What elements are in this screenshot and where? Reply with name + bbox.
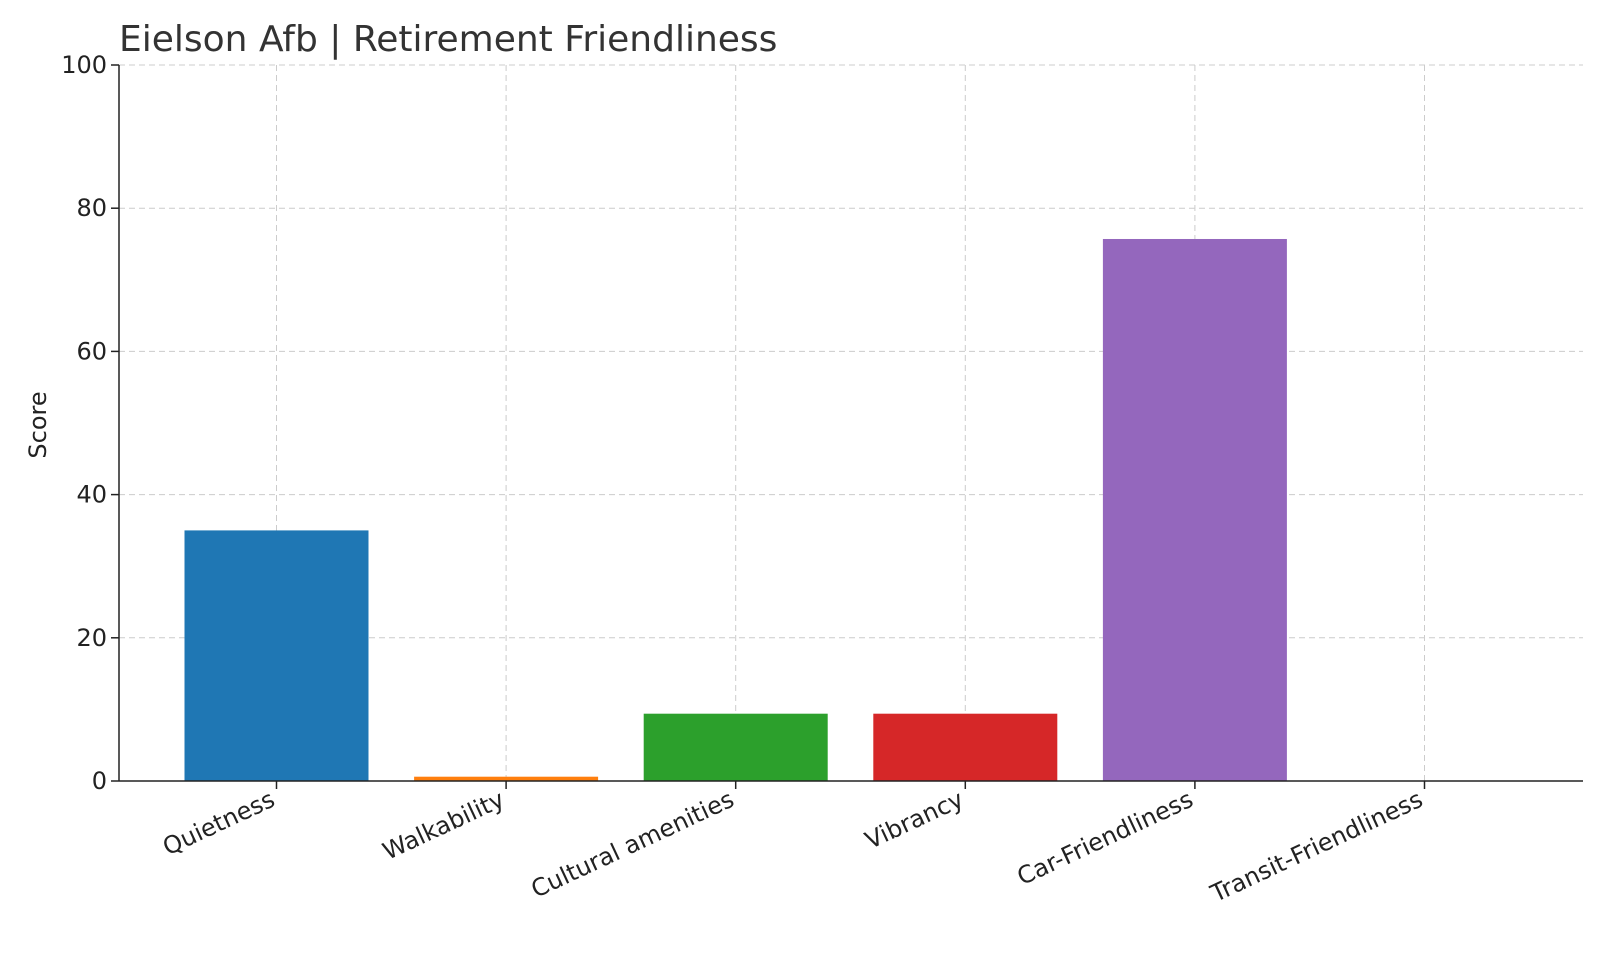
x-tick-label: Quietness xyxy=(159,785,280,861)
chart-title: Eielson Afb | Retirement Friendliness xyxy=(119,19,777,60)
y-tick-labels: 0 20 40 60 80 100 xyxy=(61,51,107,795)
y-axis-label: Score xyxy=(24,391,52,458)
y-tick-label: 20 xyxy=(76,624,107,652)
y-tick-label: 60 xyxy=(76,337,107,365)
bar xyxy=(873,713,1058,781)
axes xyxy=(111,64,1583,789)
y-tick-label: 0 xyxy=(92,767,107,795)
x-tick-label: Walkability xyxy=(378,785,508,866)
bar xyxy=(1102,238,1287,781)
bars xyxy=(184,238,1287,781)
y-tick-label: 80 xyxy=(76,194,107,222)
x-tick-label: Cultural amenities xyxy=(527,785,738,903)
bar xyxy=(184,530,369,781)
x-tick-labels: Quietness Walkability Cultural amenities Vi… xyxy=(159,785,1428,908)
y-tick-label: 40 xyxy=(76,481,107,509)
x-tick-label: Transit-Friendliness xyxy=(1206,785,1427,908)
bar xyxy=(414,776,599,781)
x-tick-label: Car-Friendliness xyxy=(1013,785,1198,891)
x-tick-label: Vibrancy xyxy=(861,785,968,855)
y-tick-label: 100 xyxy=(61,51,107,79)
bar xyxy=(643,713,828,781)
